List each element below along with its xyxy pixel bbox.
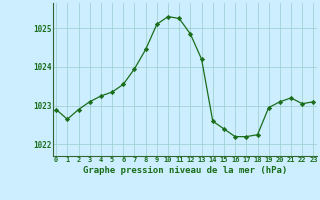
X-axis label: Graphe pression niveau de la mer (hPa): Graphe pression niveau de la mer (hPa) [83,166,287,175]
